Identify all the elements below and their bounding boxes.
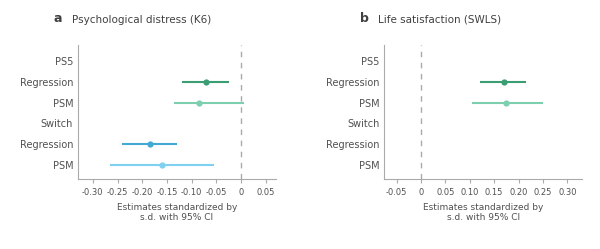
Text: b: b [361, 12, 369, 25]
Text: a: a [54, 12, 62, 25]
X-axis label: Estimates standardized by
s.d. with 95% CI: Estimates standardized by s.d. with 95% … [423, 203, 544, 222]
Text: Life satisfaction (SWLS): Life satisfaction (SWLS) [379, 15, 502, 25]
Text: Psychological distress (K6): Psychological distress (K6) [72, 15, 211, 25]
X-axis label: Estimates standardized by
s.d. with 95% CI: Estimates standardized by s.d. with 95% … [116, 203, 237, 222]
